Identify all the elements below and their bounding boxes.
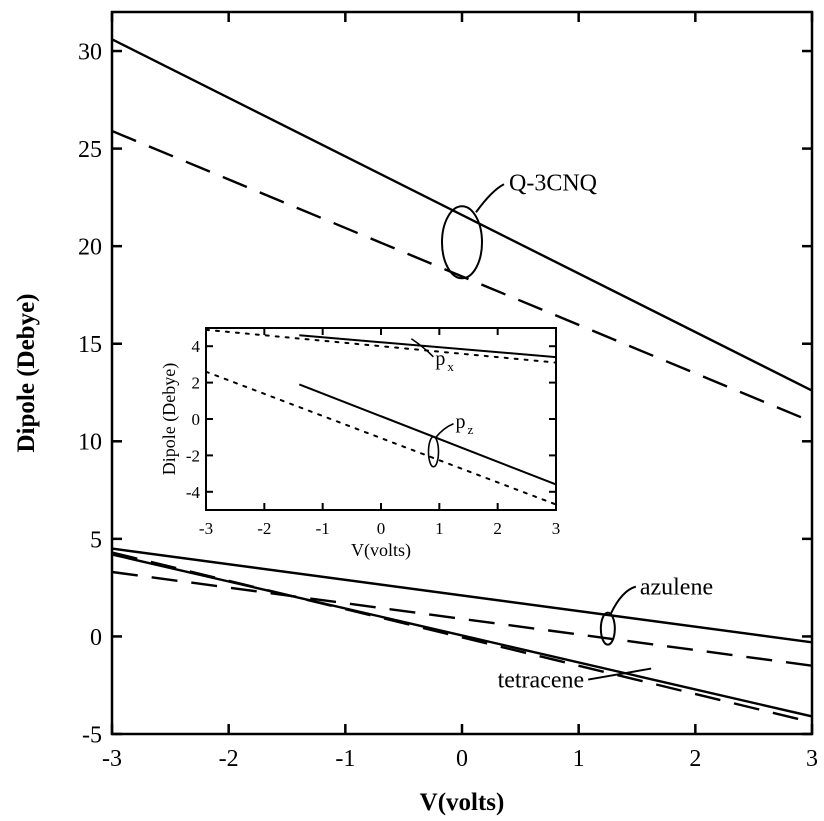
main-x-tick-label: 0	[456, 746, 468, 772]
inset-series-px-dotted	[206, 328, 556, 364]
q3cnq-marker-ellipse	[441, 205, 483, 280]
inset-x-tick-label: -1	[316, 519, 330, 538]
pz-leader-line	[434, 423, 454, 439]
main-y-tick-label: 25	[78, 137, 102, 163]
inset-x-tick-label: 1	[435, 519, 444, 538]
main-y-tick-label: 20	[78, 235, 102, 261]
inset-x-tick-label: 2	[493, 519, 502, 538]
main-y-tick-label: 5	[90, 527, 102, 553]
inset-y-axis-label: Dipole (Debye)	[159, 363, 180, 475]
inset-y-tick-label: -4	[186, 483, 201, 502]
main-x-tick-label: 3	[806, 746, 818, 772]
inset-x-tick-label: -2	[257, 519, 271, 538]
inset-background	[206, 328, 556, 510]
inset-x-tick-label: 0	[377, 519, 386, 538]
main-series-azulene-solid	[112, 547, 812, 644]
main-x-tick-label: -3	[102, 746, 122, 772]
main-y-tick-label: 15	[78, 332, 102, 358]
inset-y-tick-label: 2	[192, 374, 201, 393]
azulene-leader-line	[609, 585, 637, 615]
inset-x-tick-label: 3	[552, 519, 561, 538]
tetracene-annotation: tetracene	[498, 668, 585, 694]
inset-x-axis-label: V(volts)	[351, 540, 411, 561]
main-y-tick-label: 0	[90, 625, 102, 651]
main-x-tick-label: 1	[573, 746, 585, 772]
q3cnq-annotation: Q-3CNQ	[509, 170, 597, 196]
main-y-tick-label: 30	[78, 39, 102, 65]
q3cnq-leader-line	[475, 183, 505, 213]
px-annotation-subscript: x	[447, 359, 454, 374]
inset-series-pz-solid	[298, 383, 556, 486]
inset-y-tick-label: 4	[192, 337, 201, 356]
inset-y-tick-label: -2	[186, 446, 200, 465]
main-y-tick-label: 10	[78, 430, 102, 456]
main-x-axis-label: V(volts)	[420, 789, 505, 816]
main-x-tick-label: -1	[335, 746, 355, 772]
pz-annotation-subscript: z	[468, 422, 474, 437]
pz-annotation: p	[456, 411, 466, 433]
pz-marker-ellipse	[427, 435, 440, 468]
px-annotation: p	[435, 348, 445, 370]
inset-x-tick-label: -3	[199, 519, 213, 538]
main-series-q-3cnq-dashed	[112, 129, 812, 423]
px-leader-line	[410, 338, 434, 358]
main-x-tick-label: -2	[219, 746, 239, 772]
main-series-q-3cnq-solid	[112, 38, 812, 392]
main-y-tick-label: -5	[82, 722, 102, 748]
tetracene-leader-line	[587, 667, 652, 681]
inset-series-pz-dotted	[206, 370, 556, 506]
main-x-tick-label: 2	[689, 746, 701, 772]
main-series-tetracene-dashed	[112, 551, 812, 724]
inset-series-px-solid	[299, 334, 556, 359]
azulene-marker-ellipse	[599, 611, 616, 646]
azulene-annotation: azulene	[640, 575, 713, 601]
inset-y-tick-label: 0	[192, 410, 201, 429]
main-y-axis-label: Dipole (Debye)	[13, 294, 40, 453]
inset-plot: -3 -2 -1 0 1 2 3 -4 -2 0 2 4 V(volts) Dipole (Debye) p…	[159, 327, 561, 561]
